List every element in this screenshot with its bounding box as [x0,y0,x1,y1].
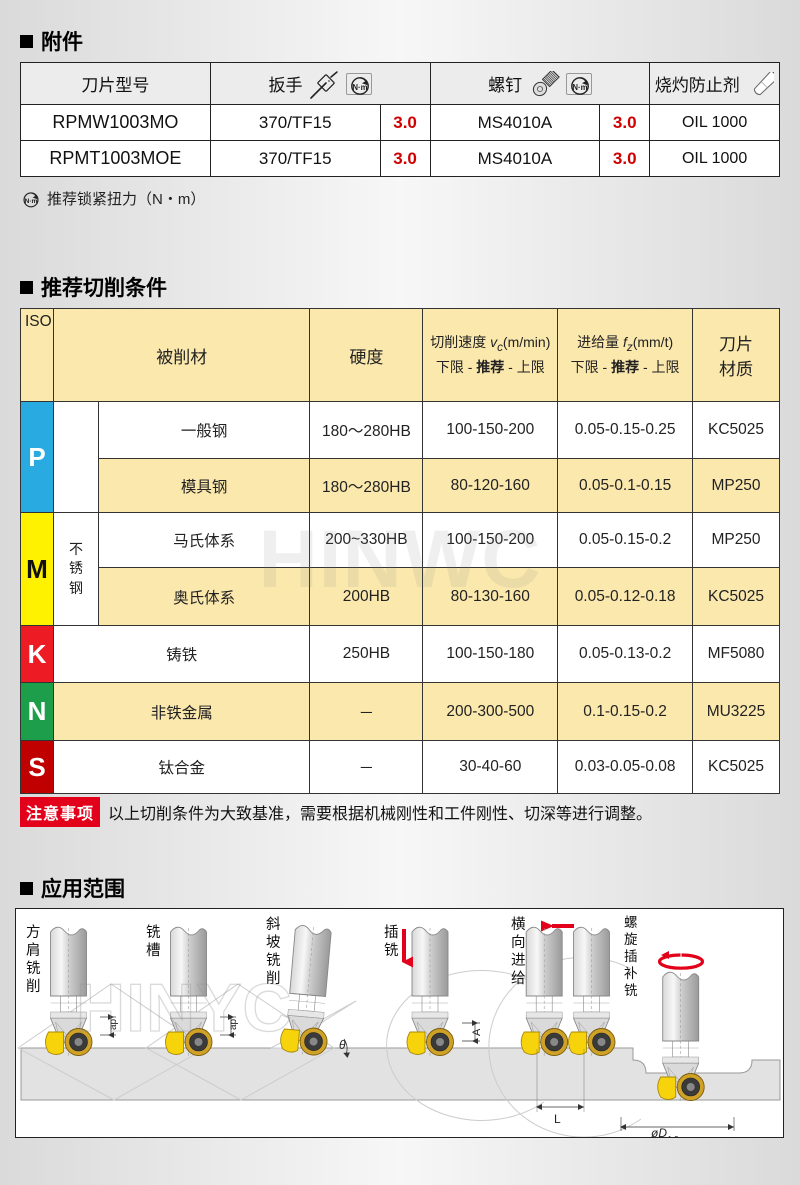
svg-text:进: 进 [511,952,526,969]
svg-text:槽: 槽 [146,942,161,959]
svg-text:铣: 铣 [266,952,281,969]
svg-text:补: 补 [624,966,638,981]
svg-text:ap: ap [228,1018,239,1030]
svg-text:铣: 铣 [384,942,399,959]
svg-text:给: 给 [511,970,526,987]
svg-text:方: 方 [26,924,41,941]
svg-text:A: A [471,1028,483,1036]
svg-text:铣: 铣 [146,924,161,941]
svg-text:斜: 斜 [266,916,281,933]
svg-text:铣: 铣 [624,983,638,998]
svg-text:铣: 铣 [26,960,41,977]
svg-text:N·m: N·m [25,198,38,205]
svg-text:旋: 旋 [624,932,638,947]
svg-text:坡: 坡 [266,934,281,951]
svg-text:向: 向 [511,934,526,951]
svg-text:øD1,2: øD1,2 [651,1126,679,1138]
svg-text:肩: 肩 [26,942,41,959]
svg-text:螺: 螺 [624,915,638,930]
svg-text:L: L [554,1112,561,1126]
svg-text:削: 削 [266,970,281,987]
svg-text:削: 削 [26,978,41,995]
svg-text:N·m: N·m [352,83,367,92]
svg-text:N·m: N·m [572,83,587,92]
svg-text:横: 横 [511,916,526,933]
svg-text:ap: ap [108,1018,119,1030]
svg-text:插: 插 [384,924,399,941]
svg-text:插: 插 [624,949,638,964]
